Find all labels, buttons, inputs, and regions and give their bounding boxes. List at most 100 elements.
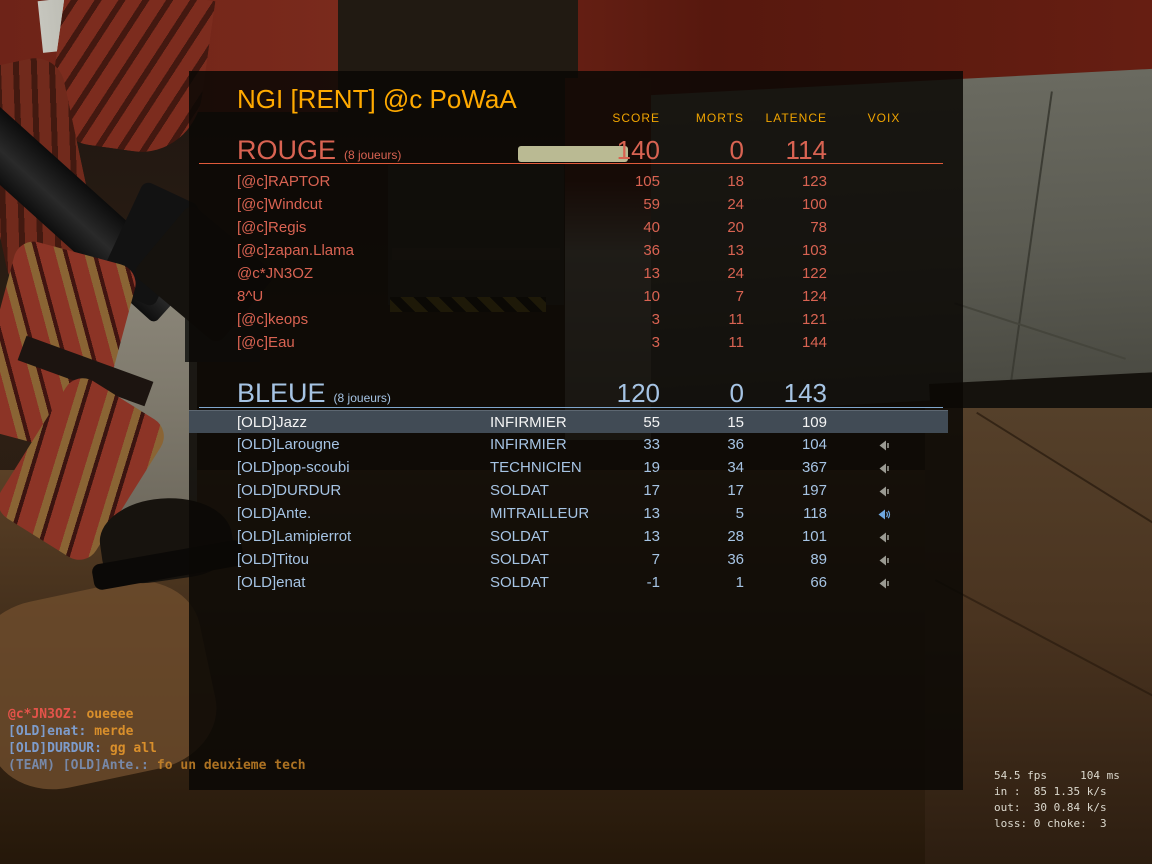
player-class: SOLDAT	[490, 482, 549, 499]
player-name: [OLD]pop-scoubi	[237, 459, 350, 476]
voice-status-cell[interactable]	[864, 433, 904, 456]
player-class: MITRAILLEUR	[490, 505, 588, 522]
player-deaths: 15	[727, 414, 744, 431]
voice-status-cell[interactable]	[864, 502, 904, 525]
player-class: SOLDAT	[490, 528, 549, 545]
chat-speaker: @c*JN3OZ:	[8, 707, 79, 722]
voice-muted-icon[interactable]	[878, 463, 891, 474]
team-name: BLEUE	[237, 378, 326, 408]
ceiling-light-glow	[518, 146, 628, 162]
fps-line: 54.5 fps 104 ms	[994, 769, 1120, 782]
column-header-latency: LATENCE	[765, 111, 827, 125]
player-class: SOLDAT	[490, 551, 549, 568]
player-latency: 144	[801, 334, 827, 351]
chat-text: oueeee	[86, 707, 134, 722]
player-score: 105	[634, 173, 660, 190]
player-row: [OLD]Ante. MITRAILLEUR 13 5 118	[189, 502, 963, 525]
player-row: [@c]keops 3 11 121	[189, 308, 963, 331]
player-row: [@c]zapan.Llama 36 13 103	[189, 239, 963, 262]
column-headers: SCORE MORTS LATENCE VOIX	[189, 111, 963, 125]
server-title: NGI [RENT] @c PoWaA	[237, 84, 517, 114]
voice-status-cell[interactable]	[864, 548, 904, 571]
voice-active-icon[interactable]	[877, 509, 892, 520]
voice-muted-icon[interactable]	[878, 532, 891, 543]
player-name: 8^U	[237, 288, 264, 305]
voice-status-cell[interactable]	[864, 479, 904, 502]
voice-muted-icon[interactable]	[878, 440, 891, 451]
player-deaths: 13	[727, 242, 744, 259]
player-deaths: 20	[727, 219, 744, 236]
player-deaths: 24	[727, 196, 744, 213]
chat-speaker: [OLD]DURDUR:	[8, 741, 102, 756]
player-row: [@c]RAPTOR 105 18 123	[189, 170, 963, 193]
player-row: @c*JN3OZ 13 24 122	[189, 262, 963, 285]
net-loss-line: loss: 0 choke: 3	[994, 817, 1107, 830]
player-name: [@c]Windcut	[237, 196, 323, 213]
voice-status-cell[interactable]	[864, 525, 904, 548]
player-row-self: [OLD]Jazz INFIRMIER 55 15 109	[189, 410, 948, 433]
player-score: 13	[643, 265, 660, 282]
player-row: [OLD]DURDUR SOLDAT 17 17 197	[189, 479, 963, 502]
player-class: INFIRMIER	[490, 414, 567, 431]
player-deaths: 28	[727, 528, 744, 545]
player-latency: 78	[810, 219, 827, 236]
player-name: @c*JN3OZ	[237, 265, 314, 282]
column-header-score: SCORE	[612, 111, 660, 125]
player-class: SOLDAT	[490, 574, 549, 591]
player-row: [@c]Windcut 59 24 100	[189, 193, 963, 216]
voice-muted-icon[interactable]	[878, 555, 891, 566]
chat-message: [OLD]DURDUR: gg all	[8, 740, 306, 757]
player-latency: 66	[810, 574, 827, 591]
player-deaths: 7	[735, 288, 744, 305]
team-title: ROUGE (8 joueurs)	[237, 135, 401, 165]
player-latency: 89	[810, 551, 827, 568]
player-latency: 103	[801, 242, 827, 259]
team-title: BLEUE (8 joueurs)	[237, 378, 391, 408]
team-score: 120	[616, 378, 660, 408]
player-name: [OLD]Larougne	[237, 436, 340, 453]
net-in-line: in : 85 1.35 k/s	[994, 785, 1107, 798]
player-deaths: 36	[727, 551, 744, 568]
team-deaths: 0	[729, 378, 744, 408]
player-deaths: 34	[727, 459, 744, 476]
player-name: [@c]Eau	[237, 334, 295, 351]
voice-status-cell[interactable]	[864, 571, 904, 594]
net-out-line: out: 30 0.84 k/s	[994, 801, 1107, 814]
team-name: ROUGE	[237, 135, 337, 165]
player-name: [@c]zapan.Llama	[237, 242, 354, 259]
player-class: INFIRMIER	[490, 436, 567, 453]
player-score: 3	[651, 311, 660, 328]
player-latency: 122	[801, 265, 827, 282]
chat-text: gg all	[109, 741, 157, 756]
player-name: [OLD]DURDUR	[237, 482, 342, 499]
player-name: [OLD]enat	[237, 574, 306, 591]
team-deaths: 0	[729, 135, 744, 165]
player-row: 8^U 10 7 124	[189, 285, 963, 308]
player-deaths: 5	[735, 505, 744, 522]
voice-muted-icon[interactable]	[878, 578, 891, 589]
team-player-count: (8 joueurs)	[344, 148, 402, 162]
chat-speaker: [OLD]enat:	[8, 724, 87, 739]
voice-status-cell[interactable]	[864, 456, 904, 479]
voice-muted-icon[interactable]	[878, 486, 891, 497]
player-score: 36	[643, 242, 660, 259]
chat-message: (TEAM) [OLD]Ante.: fo un deuxieme tech	[8, 757, 306, 774]
player-score: 59	[643, 196, 660, 213]
player-score: 40	[643, 219, 660, 236]
player-score: 10	[643, 288, 660, 305]
player-latency: 109	[801, 414, 827, 431]
player-name: [@c]keops	[237, 311, 309, 328]
player-deaths: 11	[728, 334, 744, 351]
team-header-rouge: ROUGE (8 joueurs) 140 0 114	[189, 135, 963, 165]
team-score: 140	[616, 135, 660, 165]
chat-text: merde	[94, 724, 134, 739]
player-score: 7	[651, 551, 660, 568]
player-score: 3	[651, 334, 660, 351]
player-score: 17	[643, 482, 660, 499]
player-latency: 101	[801, 528, 827, 545]
team-player-count: (8 joueurs)	[333, 391, 391, 405]
player-row: [OLD]Larougne INFIRMIER 33 36 104	[189, 433, 963, 456]
player-row: [@c]Eau 3 11 144	[189, 331, 963, 354]
player-latency: 124	[801, 288, 827, 305]
